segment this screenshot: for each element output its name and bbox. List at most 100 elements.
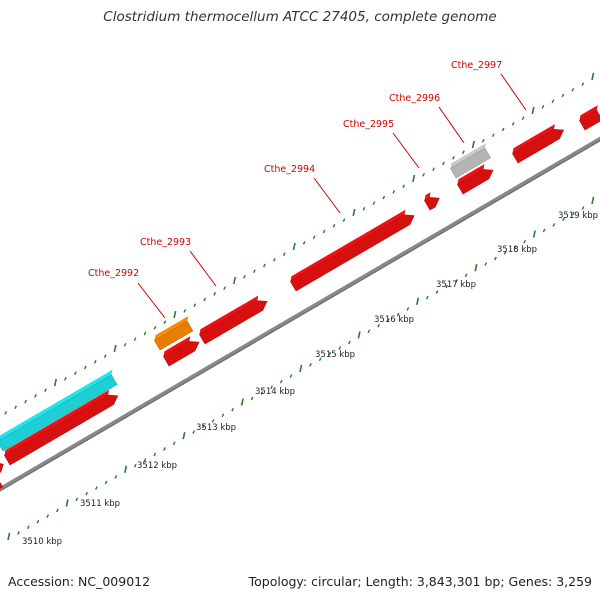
scale-tick-label: 3511 kbp [80,499,120,509]
inner-tick [416,297,420,305]
outer-tick [412,174,416,183]
gene-label[interactable]: Cthe_2994 [264,164,315,175]
gene-top-face [163,336,191,357]
outer-tick [332,224,336,228]
gene-g_left_red[interactable] [4,389,119,466]
gene-body [424,197,440,211]
inner-tick [260,391,264,395]
inner-tick [46,514,50,518]
gene-label-leaders [137,73,527,319]
gene-cthe_2995[interactable] [424,192,440,211]
genome-summary-text: Topology: circular; Length: 3,843,301 bp… [248,574,592,589]
gene-body [290,214,415,292]
map-title: Clostridium thermocellum ATCC 27405, com… [103,9,497,25]
outer-tick [302,241,306,245]
inner-tick [289,374,293,378]
gene-cthe_2992[interactable] [154,316,194,351]
inner-tick [386,318,390,322]
scale-tick-label: 3513 kbp [196,423,236,433]
outer-tick-marks [4,72,595,415]
gene-features [0,105,600,492]
inner-tick [464,273,468,278]
outer-tick [53,378,57,387]
outer-tick [591,72,595,81]
scale-tick-label: 3519 kbp [558,211,598,221]
gene-label[interactable]: Cthe_2992 [88,268,139,279]
outer-tick [73,371,77,375]
inner-tick [484,262,488,266]
gene-body [457,169,494,195]
outer-tick [193,303,197,307]
outer-tick [203,297,207,302]
scale-tick-label: 3510 kbp [22,537,62,547]
gene-body [0,463,4,473]
inner-tick [455,279,458,283]
outer-tick [173,310,177,319]
inner-tick [445,284,449,289]
outer-tick [462,150,465,154]
gene-label[interactable]: Cthe_2997 [451,60,502,71]
inner-tick [153,452,157,457]
outer-tick [34,394,37,398]
outer-tick [223,286,226,290]
outer-tick [491,133,495,137]
inner-tick [240,398,244,406]
inner-tick [523,239,526,244]
gene-g_left_top[interactable] [0,457,4,476]
gene-g_cyan[interactable] [0,369,118,452]
gene-cthe_2997[interactable] [512,124,565,164]
inner-tick-marks [7,196,595,541]
genome-backbone [0,136,600,492]
outer-tick [382,195,386,200]
outer-tick [422,173,425,177]
gene-label[interactable]: Cthe_2995 [343,119,394,130]
outer-tick [183,309,187,313]
scale-tick-label: 3517 kbp [436,280,476,290]
inner-tick [367,329,371,334]
outer-tick [272,258,276,262]
outer-tick [24,399,27,404]
gene-g_far_left[interactable] [0,472,4,492]
gene-g_2992b[interactable] [163,336,200,367]
outer-tick [312,235,316,239]
gene-cthe_2996[interactable] [450,143,491,179]
gene-top-face [424,192,431,201]
gene-cthe_2994[interactable] [290,209,415,292]
gene-top-face [0,369,113,441]
outer-tick [243,275,246,279]
gene-g_right_edge[interactable] [579,105,600,131]
inner-tick [435,290,439,294]
outer-tick [83,365,87,370]
outer-tick [123,343,127,347]
outer-tick [64,377,67,381]
outer-tick [442,161,445,166]
gene-label[interactable]: Cthe_2996 [389,93,440,104]
outer-tick [581,82,585,86]
inner-tick [202,424,205,429]
gene-body [450,147,491,179]
outer-tick [551,99,555,103]
inner-tick [182,432,186,440]
genome-backbone-shadow [0,140,600,492]
gene-top-face [4,389,110,456]
gene-body [163,341,200,367]
inner-tick [309,363,312,367]
inner-tick [396,312,400,317]
outer-tick [133,337,137,341]
scale-labels: 3510 kbp 3511 kbp 3512 kbp 3513 kbp 3514 kbp… [22,211,598,547]
inner-tick [532,230,536,238]
inner-tick [494,256,497,261]
gene-g_2996b[interactable] [457,164,494,195]
gene-top-face [199,295,259,335]
gene-body [579,110,600,131]
outer-tick [292,242,296,251]
outer-tick [402,184,406,188]
outer-tick [233,276,237,285]
inner-tick [221,413,225,418]
gene-cthe_2993[interactable] [199,295,268,345]
gene-label[interactable]: Cthe_2993 [140,237,191,248]
outer-tick [113,344,117,353]
inner-tick [163,447,166,451]
outer-tick [282,252,286,256]
scale-tick-label: 3512 kbp [137,461,177,471]
